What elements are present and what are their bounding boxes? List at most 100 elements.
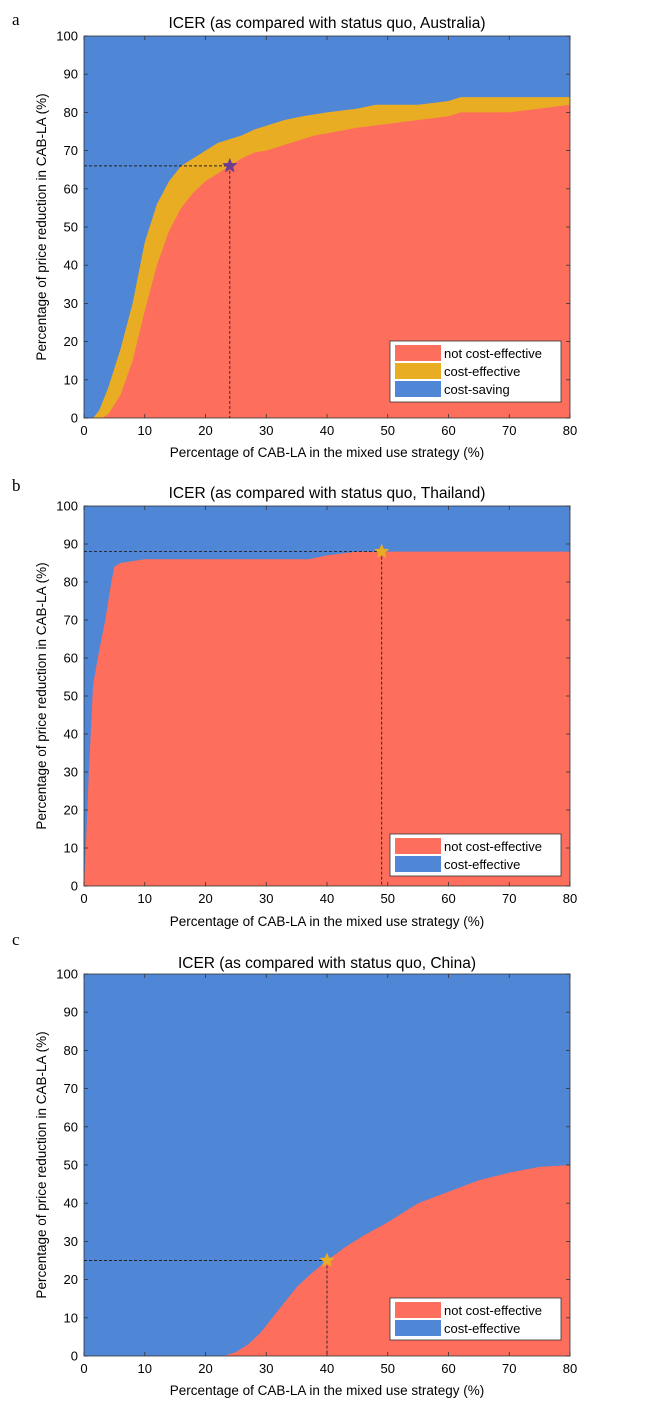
- panel-a-legend-label-2: cost-saving: [444, 382, 510, 397]
- panel-b-legend-label-1: cost-effective: [444, 857, 520, 872]
- panel-c-legend-swatch-1: [395, 1320, 441, 1336]
- panel-c-xtick-label: 30: [259, 1361, 273, 1376]
- panel-a: a ICER (as compared with status quo, Aus…: [12, 10, 577, 460]
- panel-a-star-marker: [222, 157, 238, 173]
- panel-a-xtick-label: 10: [138, 423, 152, 438]
- panel-a-ytick-label: 40: [64, 258, 78, 273]
- panel-a-legend: not cost-effective cost-effective cost-s…: [389, 340, 562, 403]
- panel-b-region-not-cost-effective: [84, 551, 570, 886]
- panel-c-ytick-label: 90: [64, 1005, 78, 1020]
- panel-b-xtick-label: 50: [381, 891, 395, 906]
- panel-b-plot: 0 10 20 30 40 50 60 70 80 0 10 20 30 40 50 60 70 80 90 100: [56, 499, 577, 907]
- panel-b-letter: b: [12, 476, 21, 495]
- panel-c-ytick-label: 20: [64, 1272, 78, 1287]
- panel-c-xlabel: Percentage of CAB-LA in the mixed use st…: [170, 1383, 484, 1398]
- panel-c-xtick-label: 20: [198, 1361, 212, 1376]
- panel-c-legend-item-0: not cost-effective: [395, 1302, 542, 1318]
- panel-b-legend-label-0: not cost-effective: [444, 839, 542, 854]
- panel-a-ytick-label: 80: [64, 105, 78, 120]
- panel-c-ylabel: Percentage of price reduction in CAB-LA …: [34, 1031, 49, 1298]
- panel-c-ytick-label: 60: [64, 1119, 78, 1134]
- panel-b-xtick-label: 70: [502, 891, 516, 906]
- panel-a-ytick-label: 30: [64, 296, 78, 311]
- panel-a-xtick-label: 70: [502, 423, 516, 438]
- panel-a-ytick-label: 100: [56, 29, 78, 44]
- panel-b-xtick-label: 80: [563, 891, 577, 906]
- panel-c-ytick-label: 100: [56, 967, 78, 982]
- panel-b-ytick-label: 40: [64, 727, 78, 742]
- panel-b-xtick-label: 10: [138, 891, 152, 906]
- panel-a-xtick-label: 30: [259, 423, 273, 438]
- panel-b-ytick-label: 0: [71, 879, 78, 894]
- panel-a-xtick-label: 20: [198, 423, 212, 438]
- panel-b-ytick-label: 10: [64, 841, 78, 856]
- panel-b-ytick-label: 30: [64, 765, 78, 780]
- panel-b-legend-swatch-0: [395, 838, 441, 854]
- panel-b-legend-item-1: cost-effective: [395, 856, 520, 872]
- panel-c-xtick-label: 50: [381, 1361, 395, 1376]
- panel-a-legend-label-1: cost-effective: [444, 364, 520, 379]
- panel-a-xtick-label: 0: [80, 423, 87, 438]
- panel-c-xtick-label: 10: [138, 1361, 152, 1376]
- panel-c-xtick-label: 70: [502, 1361, 516, 1376]
- panel-a-legend-swatch-2: [395, 381, 441, 397]
- panel-b-title: ICER (as compared with status quo, Thail…: [169, 485, 486, 502]
- panel-c-xtick-label: 60: [441, 1361, 455, 1376]
- panel-b-ytick-label: 50: [64, 689, 78, 704]
- panel-b-xtick-label: 0: [80, 891, 87, 906]
- panel-b-star-marker: [373, 543, 390, 559]
- panel-c-ytick-label: 50: [64, 1158, 78, 1173]
- panel-b-ytick-label: 20: [64, 803, 78, 818]
- panel-b-ylabel: Percentage of price reduction in CAB-LA …: [34, 562, 49, 829]
- panel-a-ytick-label: 70: [64, 143, 78, 158]
- panel-a-xtick-label: 60: [441, 423, 455, 438]
- panel-c-xtick-label: 40: [320, 1361, 334, 1376]
- panel-c-legend-label-0: not cost-effective: [444, 1303, 542, 1318]
- panel-b-ytick-label: 90: [64, 537, 78, 552]
- panel-c-ytick-label: 30: [64, 1234, 78, 1249]
- panel-a-plot: 0 10 20 30 40 50 60 70 80 0 10 20 30 40 50 60 70 80 90 100: [56, 29, 577, 439]
- panel-a-ytick-label: 90: [64, 67, 78, 82]
- panel-b-xtick-label: 60: [441, 891, 455, 906]
- panel-c-ytick-label: 0: [71, 1349, 78, 1364]
- panel-b-legend-swatch-1: [395, 856, 441, 872]
- panel-c-ytick-label: 80: [64, 1043, 78, 1058]
- panel-a-legend-swatch-0: [395, 345, 441, 361]
- panel-c-legend-item-1: cost-effective: [395, 1320, 520, 1336]
- panel-c-star-marker: [319, 1252, 335, 1268]
- panel-a-ytick-label: 50: [64, 220, 78, 235]
- panel-c-legend-label-1: cost-effective: [444, 1321, 520, 1336]
- panel-c-ytick-label: 40: [64, 1196, 78, 1211]
- panel-a-region-not-cost-effective: [84, 104, 570, 418]
- panel-b-ytick-label: 60: [64, 651, 78, 666]
- panel-a-ytick-label: 10: [64, 372, 78, 387]
- panel-a-ytick-label: 20: [64, 334, 78, 349]
- panel-a-ytick-label: 0: [71, 411, 78, 426]
- panel-b-ytick-label: 80: [64, 575, 78, 590]
- panel-a-legend-label-0: not cost-effective: [444, 346, 542, 361]
- panel-a-ytick-label: 60: [64, 181, 78, 196]
- panel-b-xtick-label: 20: [198, 891, 212, 906]
- panel-a-legend-swatch-1: [395, 363, 441, 379]
- panel-c-ytick-label: 10: [64, 1310, 78, 1325]
- panel-a-xtick-label: 80: [563, 423, 577, 438]
- panel-c-plot: 0 10 20 30 40 50 60 70 80 0 10 20 30 40 50 60 70 80 90 100: [56, 967, 577, 1377]
- panel-a-letter: a: [12, 10, 20, 29]
- panel-a-xtick-label: 40: [320, 423, 334, 438]
- panel-c-xtick-label: 80: [563, 1361, 577, 1376]
- panel-c-xtick-label: 0: [80, 1361, 87, 1376]
- panel-b: b ICER (as compared with status quo, Tha…: [12, 476, 577, 929]
- panel-a-legend-item-1: cost-effective: [395, 363, 520, 379]
- panel-c-ytick-label: 70: [64, 1081, 78, 1096]
- panel-b-ytick-label: 70: [64, 613, 78, 628]
- panel-b-xtick-label: 30: [259, 891, 273, 906]
- panel-b-legend: not cost-effective cost-effective: [389, 833, 562, 877]
- panel-c-title: ICER (as compared with status quo, China…: [178, 955, 476, 972]
- panel-a-xlabel: Percentage of CAB-LA in the mixed use st…: [170, 445, 484, 460]
- panel-a-title: ICER (as compared with status quo, Austr…: [168, 15, 485, 32]
- panel-c-letter: c: [12, 930, 20, 949]
- panel-b-xtick-label: 40: [320, 891, 334, 906]
- panel-a-legend-item-2: cost-saving: [395, 381, 510, 397]
- panel-c-legend: not cost-effective cost-effective: [389, 1297, 562, 1341]
